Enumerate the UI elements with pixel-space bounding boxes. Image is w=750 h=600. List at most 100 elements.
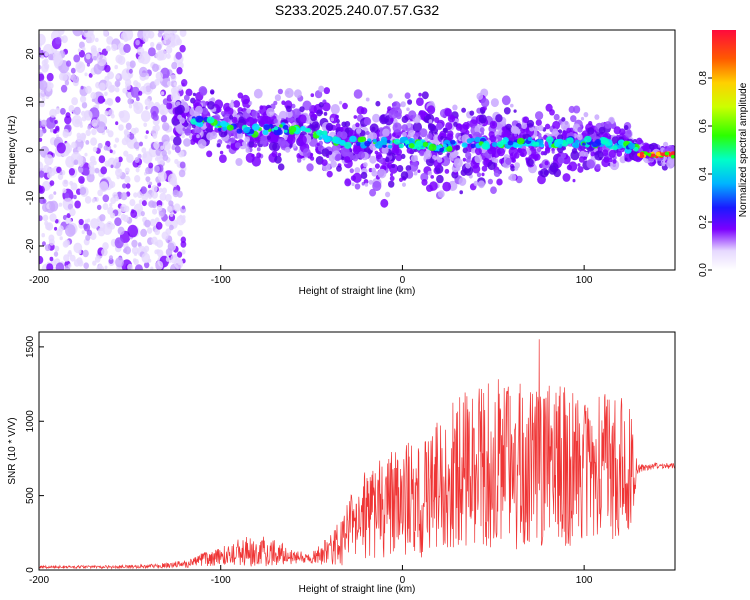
- spectrogram-point: [339, 127, 344, 132]
- spectrogram-point: [62, 179, 69, 187]
- spectrogram-point: [154, 228, 160, 236]
- spectrogram-point: [39, 161, 44, 171]
- spectrogram-point: [128, 68, 133, 74]
- spectrogram-point: [244, 136, 250, 143]
- spectrogram-point: [487, 178, 493, 185]
- spectrogram-point: [310, 156, 315, 161]
- spectrogram-point: [125, 61, 131, 67]
- spectrogram-point: [176, 125, 186, 135]
- spectrogram-point: [114, 237, 124, 249]
- spectrogram-point: [165, 256, 171, 262]
- spectrogram-point: [174, 158, 179, 165]
- spectrogram-point: [256, 147, 261, 152]
- spectrogram-point: [330, 160, 337, 168]
- spectrogram-point: [388, 180, 395, 188]
- spectrogram-point: [60, 36, 65, 41]
- spectrogram-point: [120, 192, 128, 201]
- spectrogram-ridge-point: [618, 144, 623, 149]
- spectrogram-ridge-point: [603, 140, 607, 145]
- spectrogram-point: [172, 94, 176, 99]
- spectrogram-point: [241, 141, 247, 147]
- spectrogram-point: [74, 200, 81, 209]
- spectrogram-point: [321, 159, 328, 167]
- spectrogram-point: [91, 128, 97, 136]
- colorbar: 0.0 0.2 0.4 0.6 0.8 Normalized spectral ampl…: [698, 30, 749, 277]
- spectrogram-point: [99, 181, 109, 192]
- spectrogram-point: [168, 200, 174, 207]
- spectrogram-point: [391, 164, 396, 169]
- spectrogram-point: [141, 200, 147, 207]
- spectrogram-point: [352, 172, 362, 183]
- spectrogram-point: [540, 151, 545, 156]
- spectrogram-point: [135, 39, 140, 46]
- spectrogram-point: [166, 102, 173, 110]
- spectrogram-point: [84, 110, 93, 121]
- spectrogram-point: [268, 141, 278, 151]
- spectrogram-point: [465, 151, 472, 159]
- spectrogram-point: [78, 218, 84, 226]
- spectrogram-point: [90, 218, 99, 229]
- spectrogram-point: [663, 141, 669, 148]
- spectrogram-point: [501, 129, 511, 140]
- spectrogram-point: [390, 173, 393, 177]
- spectrogram-ridge-point: [398, 143, 404, 149]
- spectrogram-point: [72, 30, 83, 37]
- spectrogram-ridge-point: [372, 138, 377, 143]
- spectrogram-point: [474, 154, 483, 164]
- spectrogram-point: [322, 102, 331, 112]
- spectrogram-point: [603, 156, 610, 163]
- spectrogram-point: [274, 155, 282, 164]
- snr-x-axis: -200 -100 0 100: [29, 565, 593, 586]
- spectrogram-point: [420, 172, 429, 182]
- spectrogram-point: [281, 100, 286, 105]
- spectrogram-point: [41, 233, 45, 238]
- spectrogram-point: [416, 97, 424, 106]
- spectrogram-point: [266, 135, 271, 140]
- spectrogram-point: [159, 77, 163, 82]
- spectrogram-point: [53, 251, 59, 257]
- spectrogram-point: [374, 163, 380, 169]
- spectrogram-point: [102, 223, 113, 235]
- spectrogram-point: [91, 119, 98, 127]
- spectrogram-point: [427, 132, 433, 140]
- snr-panel: -200 -100 0 100 0 500 1000 1500 Height of stra…: [7, 331, 676, 595]
- spectrogram-point: [82, 249, 89, 258]
- spectrogram-point: [68, 250, 72, 254]
- spectrogram-point: [39, 184, 42, 190]
- spectrogram-point: [459, 190, 464, 195]
- spectrogram-point: [404, 92, 411, 99]
- spectrogram-point: [395, 154, 403, 162]
- spectrogram-point: [321, 148, 330, 157]
- spectrogram-point: [474, 147, 482, 156]
- spectrogram-point: [134, 264, 143, 270]
- spectrogram-point: [68, 168, 75, 176]
- spectrogram-point: [428, 123, 435, 131]
- spectrogram-point: [103, 145, 109, 151]
- spectrogram-point: [77, 64, 81, 70]
- spectrogram-point: [491, 157, 497, 163]
- spectrogram-point: [39, 43, 42, 48]
- spectrogram-point: [458, 177, 467, 186]
- spectrogram-point: [126, 153, 134, 163]
- spectrogram-point: [220, 111, 225, 116]
- spectrogram-point: [81, 133, 87, 140]
- spectrogram-point: [110, 212, 115, 219]
- spectrogram-point: [323, 111, 328, 116]
- spectrogram-point: [519, 148, 527, 158]
- spectrogram-point: [246, 108, 252, 114]
- spectrogram-ridge-point: [428, 143, 437, 151]
- spectrogram-point: [82, 167, 90, 176]
- spectrogram-point: [251, 156, 261, 167]
- spectrogram-point: [60, 84, 68, 93]
- spectrogram-ridge-point: [343, 141, 352, 149]
- spectrogram-point: [154, 249, 159, 255]
- spectrogram-point: [318, 85, 325, 93]
- spectrogram-point: [561, 117, 566, 122]
- spectrogram-point: [306, 163, 314, 172]
- spectrogram-point: [473, 180, 479, 187]
- spectrogram-point: [608, 157, 613, 163]
- spectrogram-point: [153, 165, 160, 173]
- spectrogram-point: [577, 163, 581, 167]
- spectrogram-ridge-point: [517, 137, 525, 145]
